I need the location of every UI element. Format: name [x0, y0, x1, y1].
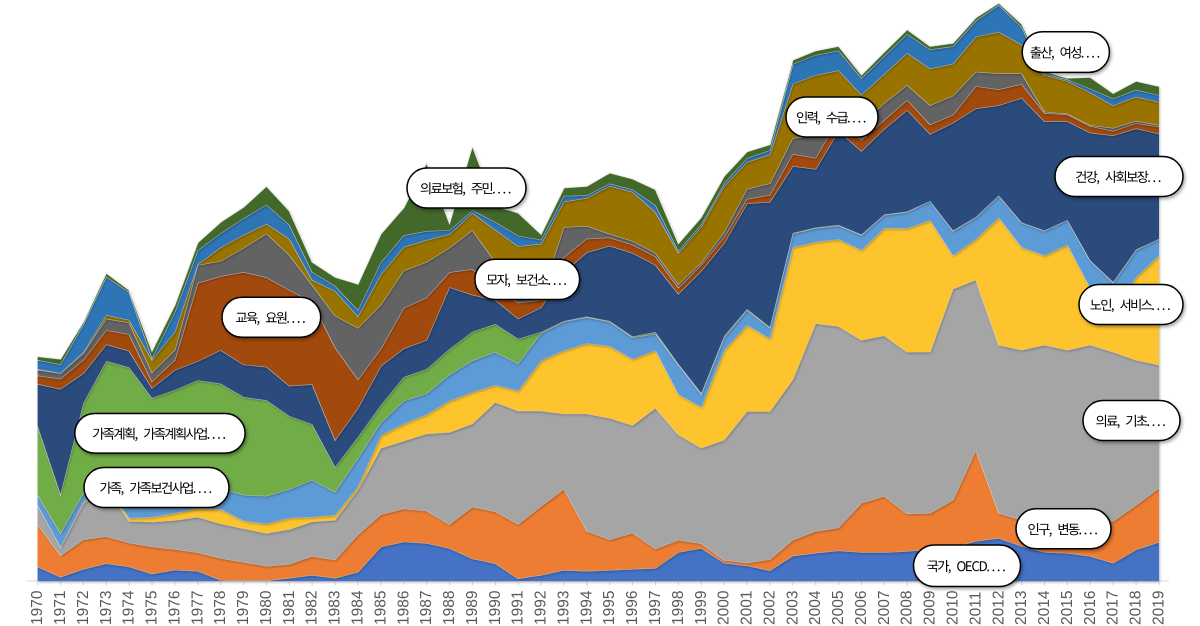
svg-text:2006: 2006 [853, 591, 870, 625]
svg-text:1972: 1972 [75, 591, 92, 625]
svg-text:1985: 1985 [372, 591, 389, 625]
svg-text:1976: 1976 [166, 591, 183, 625]
svg-text:1971: 1971 [52, 591, 69, 625]
svg-text:1981: 1981 [281, 591, 298, 625]
svg-text:1999: 1999 [693, 591, 710, 625]
svg-text:2008: 2008 [899, 591, 916, 625]
svg-text:1978: 1978 [212, 591, 229, 625]
svg-text:1970: 1970 [29, 590, 46, 625]
svg-text:2011: 2011 [967, 592, 984, 625]
svg-text:1974: 1974 [121, 590, 138, 625]
svg-text:2001: 2001 [739, 591, 756, 625]
svg-text:2018: 2018 [1128, 591, 1145, 625]
svg-text:2015: 2015 [1059, 591, 1076, 625]
svg-text:2016: 2016 [1082, 591, 1099, 625]
svg-text:1982: 1982 [304, 591, 321, 625]
svg-text:1980: 1980 [258, 590, 275, 625]
svg-text:1977: 1977 [189, 591, 206, 625]
svg-text:1996: 1996 [624, 591, 641, 625]
svg-text:1979: 1979 [235, 591, 252, 625]
svg-text:1995: 1995 [601, 591, 618, 625]
svg-text:1998: 1998 [670, 591, 687, 625]
svg-text:1993: 1993 [556, 591, 573, 625]
svg-text:1989: 1989 [464, 591, 481, 625]
svg-text:2012: 2012 [990, 591, 1007, 625]
svg-text:1988: 1988 [441, 591, 458, 625]
svg-text:1997: 1997 [647, 591, 664, 625]
svg-text:1990: 1990 [487, 590, 504, 625]
svg-text:2014: 2014 [1036, 590, 1053, 625]
svg-text:1994: 1994 [578, 590, 595, 625]
svg-text:2010: 2010 [945, 590, 962, 625]
svg-text:1973: 1973 [98, 591, 115, 625]
svg-text:2003: 2003 [784, 591, 801, 625]
svg-text:1986: 1986 [395, 591, 412, 625]
svg-text:1975: 1975 [144, 591, 161, 625]
svg-text:2002: 2002 [761, 591, 778, 625]
svg-text:1984: 1984 [350, 590, 367, 625]
svg-text:2019: 2019 [1151, 591, 1168, 625]
svg-text:2007: 2007 [876, 591, 893, 625]
svg-text:2017: 2017 [1105, 591, 1122, 625]
svg-text:2004: 2004 [807, 590, 824, 625]
svg-text:1991: 1991 [510, 591, 527, 625]
svg-text:1983: 1983 [327, 591, 344, 625]
svg-text:2005: 2005 [830, 591, 847, 625]
svg-text:2009: 2009 [922, 591, 939, 625]
svg-text:2013: 2013 [1013, 591, 1030, 625]
svg-text:1992: 1992 [533, 591, 550, 625]
svg-text:2000: 2000 [716, 590, 733, 625]
svg-text:1987: 1987 [418, 591, 435, 625]
